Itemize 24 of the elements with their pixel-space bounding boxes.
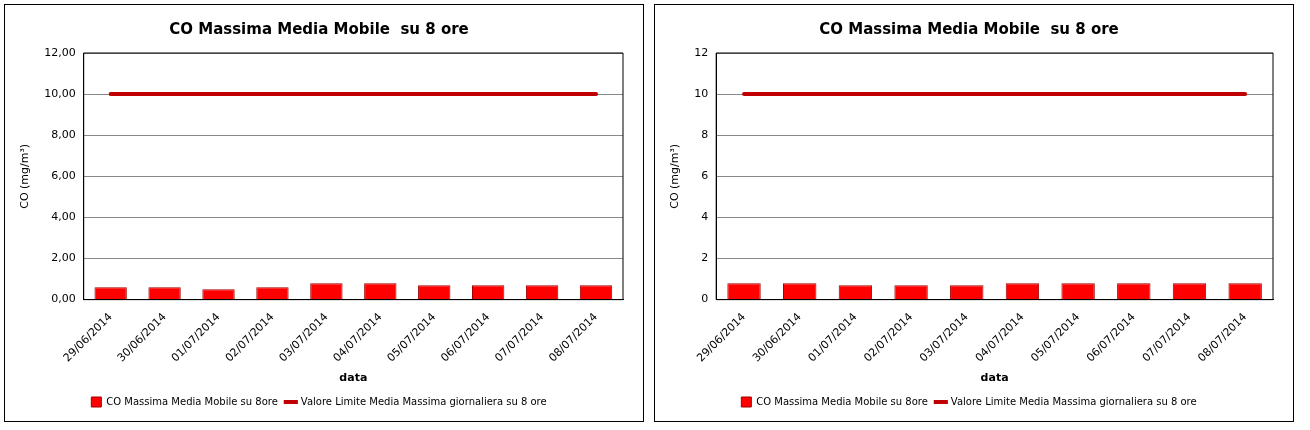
y-axis-title: CO (mg/m³): [668, 143, 682, 209]
y-tick-label: 0: [701, 292, 709, 306]
y-tick-label: 10,00: [44, 86, 76, 100]
y-tick-label: 6: [701, 169, 709, 183]
y-tick-label: 6,00: [51, 169, 76, 183]
x-axis-title: data: [980, 371, 1009, 385]
y-tick-label: 12,00: [44, 45, 76, 59]
y-tick-label: 8: [701, 128, 709, 142]
y-tick-label: 4: [701, 210, 709, 224]
y-tick-label: 2: [701, 251, 709, 265]
y-tick-label: 12: [694, 45, 709, 59]
chart-title: CO Massima Media Mobile su 8 ore: [169, 19, 469, 38]
y-tick-label: 0,00: [51, 292, 76, 306]
legend-label: CO Massima Media Mobile su 8ore: [756, 395, 928, 407]
legend-label: Valore Limite Media Massima giornaliera su 8 ore: [950, 395, 1197, 407]
y-tick-label: 8,00: [51, 128, 76, 142]
y-axis-title: CO (mg/m³): [18, 143, 32, 209]
chart-title: CO Massima Media Mobile su 8 ore: [819, 19, 1119, 38]
y-tick-label: 4,00: [51, 210, 76, 224]
legend-label: Valore Limite Media Massima giornaliera su 8 ore: [300, 395, 547, 407]
legend-label: CO Massima Media Mobile su 8ore: [106, 395, 278, 407]
y-tick-label: 10: [694, 86, 709, 100]
y-tick-label: 2,00: [51, 251, 76, 265]
x-axis-title: data: [339, 371, 368, 385]
